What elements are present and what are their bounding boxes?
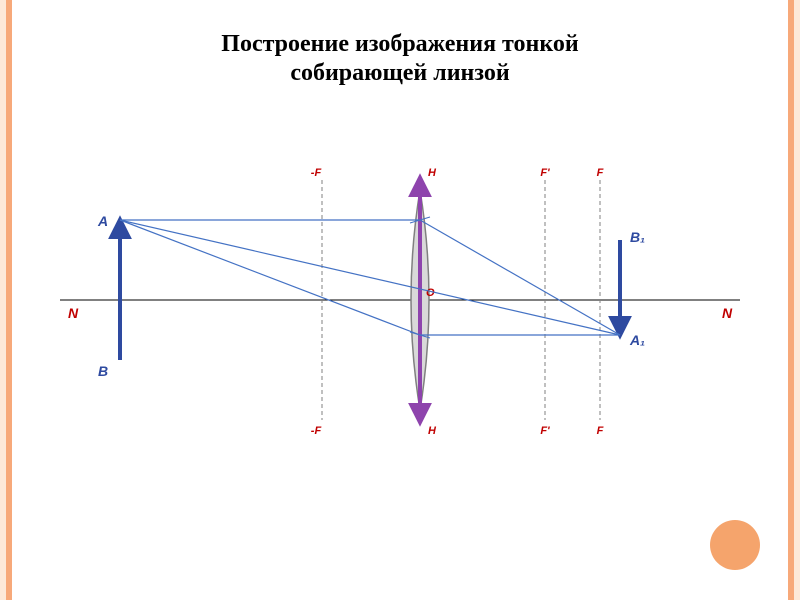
svg-text:F': F' <box>540 425 550 437</box>
svg-text:H: H <box>428 167 437 179</box>
svg-text:N: N <box>68 305 79 321</box>
lens-svg: N N -F -F H H F' F' F F O A B B₁ A₁ <box>60 160 740 440</box>
svg-text:H: H <box>428 425 437 437</box>
slide-title: Построение изображения тонкой собирающей… <box>0 30 800 88</box>
decor-border-left <box>0 0 12 600</box>
svg-text:-F: -F <box>311 425 322 437</box>
decor-border-right <box>788 0 800 600</box>
svg-text:N: N <box>722 305 733 321</box>
svg-text:F': F' <box>540 167 550 179</box>
svg-text:A: A <box>97 213 108 229</box>
svg-text:B₁: B₁ <box>630 229 645 245</box>
svg-text:F: F <box>597 425 604 437</box>
decor-circle <box>710 520 760 570</box>
svg-text:B: B <box>98 363 108 379</box>
lens-diagram: N N -F -F H H F' F' F F O A B B₁ A₁ <box>60 160 740 440</box>
svg-text:A₁: A₁ <box>629 332 645 348</box>
svg-text:F: F <box>597 167 604 179</box>
svg-text:-F: -F <box>311 167 322 179</box>
svg-text:O: O <box>426 287 435 299</box>
